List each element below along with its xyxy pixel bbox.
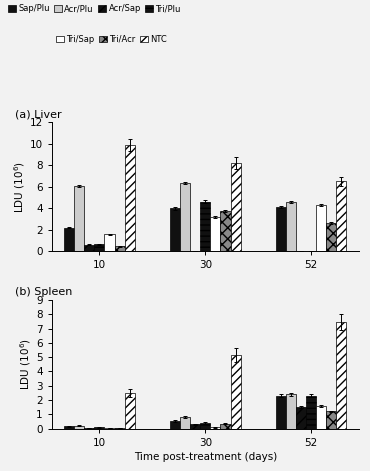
Bar — [286, 394, 296, 429]
Bar — [94, 244, 104, 251]
Bar — [326, 223, 336, 251]
Bar — [200, 202, 211, 251]
Text: (a) Liver: (a) Liver — [15, 110, 61, 120]
Bar — [221, 423, 231, 429]
Bar — [115, 428, 125, 429]
Bar — [326, 412, 336, 429]
Text: (b) Spleen: (b) Spleen — [15, 287, 72, 297]
Bar — [64, 227, 74, 251]
Bar — [190, 424, 200, 429]
Bar — [276, 396, 286, 429]
Bar — [231, 355, 240, 429]
Bar — [306, 396, 316, 429]
Bar — [286, 202, 296, 251]
X-axis label: Time post-treatment (days): Time post-treatment (days) — [134, 452, 277, 462]
Bar — [104, 235, 115, 251]
Bar — [74, 186, 84, 251]
Bar — [84, 244, 94, 251]
Bar — [316, 406, 326, 429]
Bar — [170, 208, 180, 251]
Bar — [316, 205, 326, 251]
Bar — [64, 426, 74, 429]
Legend: Sap/Plu, Acr/Plu, Acr/Sap, Tri/Plu: Sap/Plu, Acr/Plu, Acr/Sap, Tri/Plu — [8, 4, 181, 13]
Bar — [84, 428, 94, 429]
Y-axis label: LDU (10$^6$): LDU (10$^6$) — [18, 338, 33, 390]
Bar — [221, 211, 231, 251]
Bar — [211, 217, 221, 251]
Bar — [211, 427, 221, 429]
Bar — [200, 423, 211, 429]
Bar — [125, 393, 135, 429]
Bar — [74, 426, 84, 429]
Bar — [336, 322, 346, 429]
Bar — [115, 246, 125, 251]
Y-axis label: LDU (10$^6$): LDU (10$^6$) — [12, 161, 27, 213]
Bar — [104, 428, 115, 429]
Bar — [296, 407, 306, 429]
Bar — [336, 181, 346, 251]
Bar — [231, 163, 240, 251]
Bar — [180, 417, 190, 429]
Bar — [125, 145, 135, 251]
Bar — [180, 183, 190, 251]
Legend: Tri/Sap, Tri/Acr, NTC: Tri/Sap, Tri/Acr, NTC — [56, 35, 167, 44]
Bar — [170, 421, 180, 429]
Bar — [94, 427, 104, 429]
Bar — [276, 207, 286, 251]
